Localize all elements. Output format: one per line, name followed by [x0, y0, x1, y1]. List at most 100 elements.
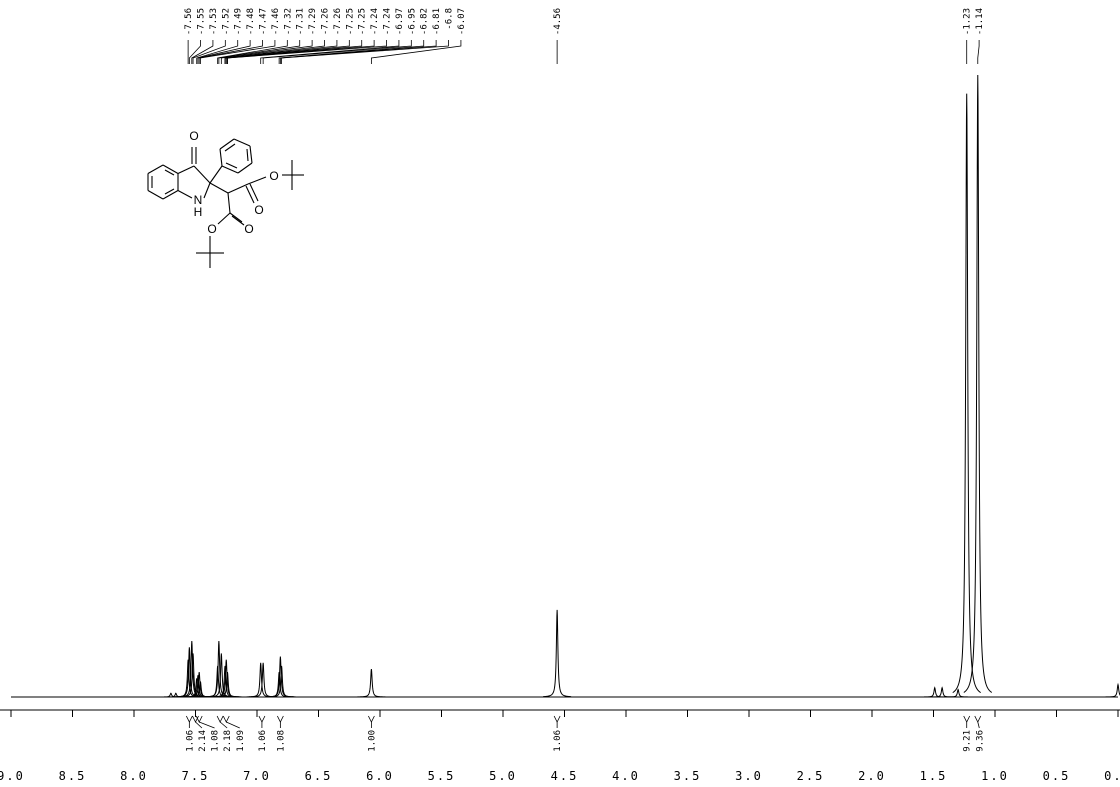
peak-label: -7.52: [221, 8, 231, 35]
peak-label: -7.26: [321, 8, 331, 35]
integral-label: 1.08: [211, 730, 221, 752]
x-tick-label: 6.0: [366, 769, 394, 783]
x-tick-label: 1.5: [920, 769, 948, 783]
peak-leader: [278, 40, 425, 64]
x-tick-label: 3.5: [674, 769, 702, 783]
integral-bracket: [185, 715, 193, 723]
peak-leader: [227, 40, 387, 64]
integral-bracket: [963, 715, 971, 723]
peak-label: -7.26: [333, 8, 343, 35]
peak: [963, 74, 993, 693]
atom-label: O: [207, 222, 216, 236]
peak-label: -7.24: [370, 8, 380, 35]
x-tick-label: 8.5: [59, 769, 87, 783]
integral-label: 1.09: [236, 730, 246, 752]
integral-leader: [977, 721, 980, 729]
x-tick-label: 9.0: [0, 769, 25, 783]
peak-leader: [196, 40, 239, 64]
x-tick-label: 4.5: [551, 769, 579, 783]
peak: [944, 688, 973, 698]
integral-bracket: [553, 715, 561, 723]
peak-label: -7.46: [271, 8, 281, 35]
x-tick-label: 2.5: [797, 769, 825, 783]
peak-label: -7.47: [259, 8, 269, 35]
atom-label: O: [269, 169, 278, 183]
peak: [267, 665, 296, 698]
atom-label: N: [194, 193, 203, 207]
peak: [1104, 682, 1120, 698]
x-tick-label: 0.0: [1104, 769, 1120, 783]
peak-label: -7.48: [246, 8, 256, 35]
x-tick-label: 4.0: [612, 769, 640, 783]
peak: [357, 668, 386, 698]
peak-label: -7.55: [197, 8, 207, 35]
peak: [920, 686, 949, 698]
x-tick-label: 7.5: [182, 769, 210, 783]
integral-leader: [199, 721, 215, 729]
peak-label: -6.07: [457, 8, 467, 35]
peak-label: -6.8: [445, 8, 455, 30]
peak-leader: [191, 40, 214, 64]
peak-label: -6.82: [420, 8, 430, 35]
peak-label: -6.97: [395, 8, 405, 35]
peak-label: -7.29: [308, 8, 318, 35]
peak-label: -7.25: [358, 8, 368, 35]
peak-label: -1.14: [975, 8, 985, 35]
integral-leader: [226, 721, 240, 729]
integral-bracket: [974, 715, 982, 723]
peak-label: -7.25: [345, 8, 355, 35]
atom-label: O: [244, 222, 253, 236]
integral-label: 9.21: [963, 730, 973, 752]
x-tick-label: 2.0: [858, 769, 886, 783]
peak-leader: [260, 40, 400, 64]
x-tick-label: 8.0: [120, 769, 148, 783]
x-tick-label: 5.0: [489, 769, 517, 783]
peak-leader: [262, 40, 412, 64]
integral-bracket: [222, 715, 230, 723]
integral-leader: [219, 721, 228, 729]
peak-leader: [217, 40, 288, 64]
peak-leader: [192, 40, 226, 64]
peak: [952, 93, 981, 694]
x-tick-label: 3.0: [735, 769, 763, 783]
peak-label: -6.95: [407, 8, 417, 35]
peak-leader: [188, 40, 201, 64]
integral-bracket: [368, 715, 375, 723]
peak-label: -6.81: [432, 8, 442, 35]
integral-bracket: [216, 715, 224, 723]
integral-label: 1.06: [553, 730, 563, 752]
atom-label: H: [194, 205, 203, 219]
peak-label: -1.23: [963, 8, 973, 35]
peak-leader: [220, 40, 313, 64]
peak-label: -7.32: [283, 8, 293, 35]
integral-leader: [195, 721, 203, 729]
peak-leader: [977, 40, 980, 64]
peak: [543, 609, 572, 698]
integral-label: 9.36: [975, 730, 985, 752]
integral-label: 1.06: [258, 730, 268, 752]
integral-label: 2.18: [223, 730, 233, 752]
structure: [147, 138, 304, 268]
peak-label: -7.56: [184, 8, 194, 35]
peak-leader: [197, 40, 251, 64]
atom-label: O: [189, 129, 198, 143]
peak-leader: [281, 40, 449, 64]
x-tick-label: 6.5: [305, 769, 333, 783]
atom-label: O: [254, 203, 263, 217]
peak-leader: [370, 40, 462, 64]
peak-leader: [198, 40, 263, 64]
peak-label: -7.31: [296, 8, 306, 35]
integral-bracket: [258, 715, 266, 723]
integral-label: 1.08: [276, 730, 286, 752]
peak-label: -7.53: [209, 8, 219, 35]
peak-label: -4.56: [553, 8, 563, 35]
peak-leader: [200, 40, 276, 64]
peak-label: -7.49: [234, 8, 244, 35]
peak-leader: [224, 40, 338, 64]
x-tick-label: 0.5: [1043, 769, 1071, 783]
integral-label: 1.00: [367, 730, 377, 752]
peak-leader: [279, 40, 437, 64]
x-tick-label: 1.0: [981, 769, 1009, 783]
